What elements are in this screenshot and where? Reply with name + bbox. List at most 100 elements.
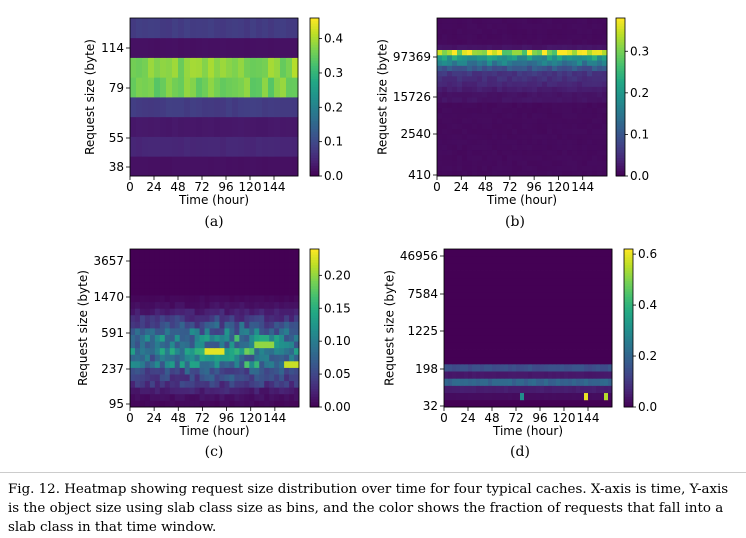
colorbar-swatch (624, 262, 633, 266)
heatmap-cell (184, 275, 191, 283)
heatmap-cell (487, 49, 493, 56)
heatmap-cell (512, 342, 517, 350)
x-tick-label: 96 (219, 411, 234, 425)
colorbar-swatch (310, 165, 319, 169)
heatmap-cell (516, 263, 521, 271)
heatmap-cell (208, 136, 215, 157)
colorbar-swatch (624, 346, 633, 350)
heatmap-cell (562, 91, 568, 98)
heatmap-cell (184, 156, 191, 177)
heatmap-cell (604, 270, 609, 279)
heatmap-cell (178, 77, 185, 98)
heatmap-cell (189, 380, 196, 388)
heatmap-cell (512, 65, 518, 72)
heatmap-cell (544, 385, 549, 394)
heatmap-cell (587, 65, 593, 72)
heatmap-cell (488, 328, 493, 336)
heatmap-cell (448, 270, 453, 279)
heatmap-cell (552, 349, 557, 358)
heatmap-cell (452, 392, 457, 401)
heatmap-cell (532, 385, 537, 394)
heatmap-cell (442, 149, 448, 156)
heatmap-cell (149, 288, 156, 296)
heatmap-cell (229, 374, 235, 382)
heatmap-cell (522, 139, 528, 145)
plot-frame (129, 248, 300, 408)
heatmap-cell (552, 102, 558, 108)
heatmap-cell (179, 367, 186, 375)
heatmap-cell (588, 313, 593, 322)
heatmap-cell (189, 295, 196, 303)
heatmap-cell (279, 288, 285, 296)
heatmap-cell (542, 112, 548, 119)
heatmap-cell (484, 256, 489, 264)
heatmap-cell (517, 81, 523, 87)
heatmap-cell (502, 44, 508, 50)
heatmap-cell (184, 334, 191, 342)
heatmap-cell (456, 320, 461, 329)
heatmap-cell (532, 249, 537, 257)
heatmap-cell (472, 385, 477, 394)
heatmap-cell (452, 65, 458, 72)
heatmap-cell (512, 128, 518, 135)
heatmap-cell (199, 301, 205, 309)
heatmap-cell (512, 165, 518, 172)
heatmap-cell (482, 70, 488, 77)
heatmap-cell (189, 249, 196, 256)
heatmap-cell (567, 18, 573, 24)
heatmap-cell (476, 284, 481, 293)
heatmap-cell (592, 44, 598, 50)
heatmap-cell (557, 165, 563, 172)
heatmap-cell (588, 363, 593, 372)
heatmap-cell (567, 81, 573, 87)
heatmap-cell (556, 363, 561, 372)
heatmap-cell (532, 65, 538, 72)
heatmap-cell (608, 277, 613, 286)
heatmap-cell (174, 301, 181, 309)
heatmap-cell (540, 256, 545, 264)
colorbar (624, 249, 633, 408)
heatmap-cell (522, 86, 528, 93)
heatmap-cell (134, 301, 141, 309)
heatmap-panel-2 (437, 18, 608, 177)
colorbar-swatch (624, 283, 633, 287)
heatmap-cell (189, 347, 196, 355)
heatmap-cell (457, 170, 463, 177)
heatmap-cell (600, 284, 605, 293)
heatmap-cell (528, 342, 533, 350)
heatmap-cell (279, 249, 285, 256)
heatmap-cell (292, 97, 299, 118)
heatmap-cell (577, 128, 583, 135)
heatmap-cell (547, 44, 553, 50)
heatmap-cell (136, 116, 143, 137)
heatmap-cell (279, 334, 285, 342)
heatmap-cell (587, 81, 593, 87)
heatmap-cell (482, 60, 488, 66)
heatmap-cell (532, 97, 538, 103)
heatmap-cell (149, 347, 156, 355)
heatmap-cell (507, 81, 513, 87)
heatmap-cell (229, 275, 235, 283)
heatmap-cell (564, 249, 569, 257)
heatmap-cell (520, 378, 525, 386)
heatmap-cell (572, 65, 578, 72)
heatmap-cell (224, 374, 230, 382)
heatmap-cell (472, 91, 478, 98)
heatmap-cell (130, 380, 136, 388)
heatmap-cell (592, 23, 598, 29)
heatmap-cell (204, 275, 210, 283)
heatmap-cell (209, 301, 215, 309)
heatmap-cell (547, 81, 553, 87)
heatmap-cell (172, 18, 179, 39)
heatmap-cell (557, 97, 563, 103)
heatmap-cell (172, 57, 179, 78)
heatmap-cell (497, 128, 503, 135)
heatmap-cell (502, 39, 508, 45)
heatmap-cell (532, 328, 537, 336)
heatmap-cell (562, 123, 568, 129)
heatmap-cell (584, 328, 589, 336)
colorbar-swatch (310, 168, 319, 172)
heatmap-cell (476, 356, 481, 365)
heatmap-cell (476, 392, 481, 401)
heatmap-cell (477, 149, 483, 156)
